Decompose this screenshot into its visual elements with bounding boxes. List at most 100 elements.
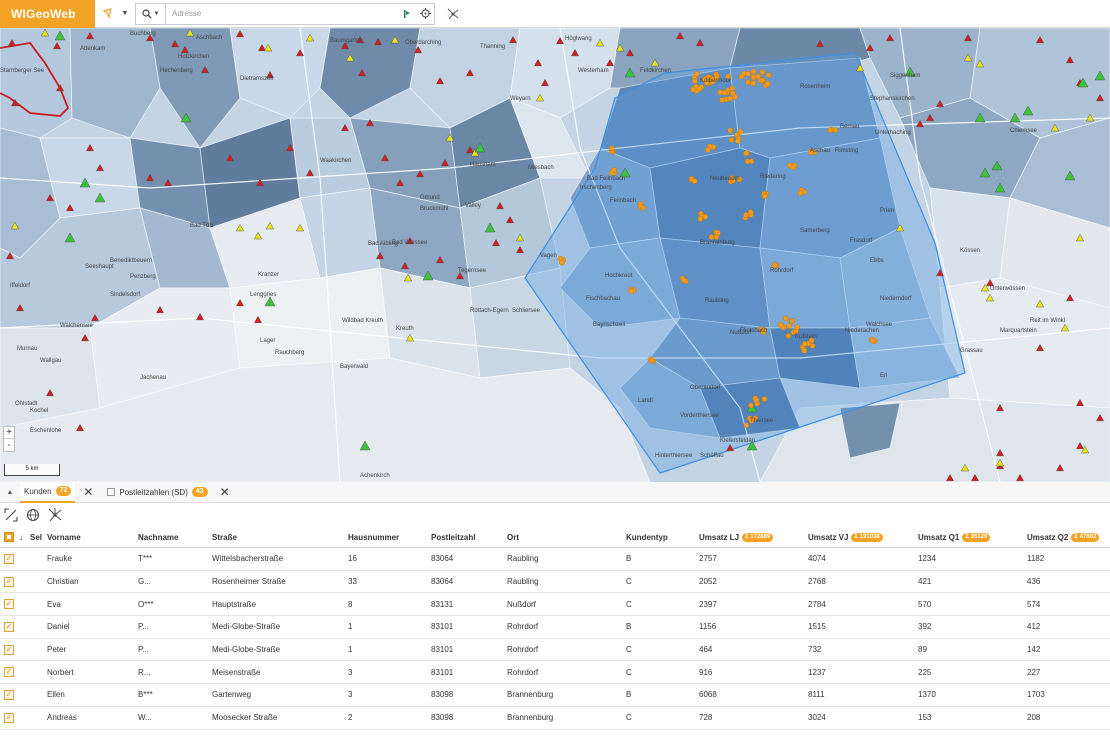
customer-marker — [747, 209, 754, 215]
table-row[interactable]: ✓ Ellen B*** Gartenweg 3 83098 Brannenburg B 606… — [0, 684, 1110, 707]
column-header[interactable]: Umsatz Q2 Σ 47602 — [1027, 527, 1100, 547]
place-label: Achenkirch — [360, 473, 390, 479]
territory-marker — [46, 388, 54, 397]
column-header-sel[interactable]: Sel — [30, 532, 43, 542]
column-header[interactable]: Straße — [212, 527, 237, 547]
column-header[interactable]: Kundentyp — [626, 527, 668, 547]
sort-down-icon[interactable]: ↓ — [19, 532, 23, 542]
column-header[interactable]: Ort — [507, 527, 519, 547]
map-view[interactable]: + - 5 km Starnberger See Attenkam Buchberg… — [0, 28, 1110, 482]
zoom-in-button[interactable]: + — [4, 427, 14, 439]
place-label: Rauchberg — [275, 350, 305, 356]
customer-marker — [743, 150, 749, 157]
route-marker-button[interactable] — [398, 4, 416, 24]
customer-marker — [728, 137, 735, 143]
globe-button[interactable] — [24, 506, 42, 524]
expand-selection-button[interactable] — [2, 506, 20, 524]
row-checkbox[interactable]: ✓ — [4, 548, 14, 570]
column-header[interactable]: Umsatz VJ Σ 191038 — [808, 527, 883, 547]
column-header[interactable]: Umsatz LJ Σ 172889 — [699, 527, 774, 547]
territory-marker — [374, 37, 382, 46]
place-label: Tegernsee — [458, 268, 487, 274]
customer-marker — [761, 396, 768, 402]
territory-marker — [8, 38, 16, 47]
customer-marker — [717, 89, 723, 96]
column-header[interactable]: Nachname — [138, 527, 178, 547]
place-label: Schöffau — [700, 453, 724, 459]
network-tool-button[interactable] — [443, 3, 463, 25]
table-row[interactable]: ✓ Daniel P... Medi-Globe-Straße 1 83101 Rohrdo… — [0, 616, 1110, 639]
table-cell: 412 — [1027, 622, 1041, 632]
territory-marker — [1056, 463, 1064, 472]
row-checkbox[interactable]: ✓ — [4, 571, 14, 593]
column-header[interactable]: Umsatz Q1 Σ 35129 — [918, 527, 991, 547]
territory-marker — [341, 123, 349, 132]
table-cell: 153 — [918, 713, 932, 723]
row-checkbox[interactable]: ✓ — [4, 593, 14, 615]
column-header[interactable]: Hausnummer — [348, 527, 399, 547]
table-row[interactable]: ✓ Frauke T*** Wittelsbacherstraße 16 83064 Rau… — [0, 548, 1110, 571]
row-checkbox[interactable]: ✓ — [4, 639, 14, 661]
close-icon[interactable]: ✕ — [219, 485, 230, 499]
tab-postleitzahlen[interactable]: Postleitzahlen (SD) 43 — [103, 482, 211, 503]
select-all-checkbox[interactable] — [4, 527, 14, 547]
column-header-label: Vorname — [47, 532, 81, 542]
place-label: Lenggries — [250, 292, 277, 298]
row-checkbox[interactable]: ✓ — [4, 707, 14, 729]
table-cell: 728 — [699, 713, 713, 723]
chevron-down-icon[interactable]: ▼ — [121, 10, 129, 17]
address-input[interactable] — [166, 3, 398, 24]
place-label: Reit im Winkl — [1030, 318, 1066, 324]
column-header[interactable]: Postleitzahl — [431, 527, 475, 547]
column-header-label: Ort — [507, 532, 519, 542]
customer-marker — [782, 315, 789, 322]
check-icon: ✓ — [4, 553, 14, 564]
customer-marker — [809, 343, 816, 349]
customer-marker — [827, 127, 834, 133]
place-label: Walchsee — [866, 322, 893, 328]
table-row[interactable]: ✓ Christian G... Rosenheimer Straße 33 83064 R… — [0, 571, 1110, 594]
territory-marker — [816, 39, 824, 48]
collapse-panel-button[interactable]: ▲ — [6, 488, 14, 496]
customer-marker — [559, 259, 565, 266]
territory-marker — [1076, 398, 1084, 407]
tab-checkbox[interactable] — [107, 488, 116, 496]
table-row[interactable]: ✓ Andreas W... Moosecker Straße 2 83098 Branne… — [0, 707, 1110, 730]
territory-marker — [991, 160, 1003, 171]
table-row[interactable]: ✓ Eva O*** Hauptstraße 8 83131 Nußdorf C 2397 278… — [0, 593, 1110, 617]
place-label: Kolbermoor — [700, 78, 732, 84]
place-label: Kreuth — [396, 326, 414, 332]
map-canvas[interactable] — [0, 28, 1110, 482]
location-pin-button[interactable] — [95, 0, 121, 28]
search-mode-button[interactable]: ▼ — [136, 3, 166, 24]
territory-marker — [975, 59, 985, 68]
row-checkbox[interactable]: ✓ — [4, 616, 14, 638]
territory-marker — [180, 112, 192, 123]
territory-marker — [79, 177, 91, 188]
tab-kunden[interactable]: Kunden 72 — [20, 481, 76, 503]
customer-marker — [802, 341, 808, 347]
tab-count-badge: 43 — [191, 487, 208, 497]
table-row[interactable]: ✓ Norbert R... Meisenstraße 3 83101 Rohrdorf C 9… — [0, 661, 1110, 685]
row-checkbox[interactable]: ✓ — [4, 684, 14, 706]
territory-marker — [1094, 70, 1106, 81]
close-icon[interactable]: ✕ — [83, 485, 94, 499]
territory-marker — [516, 245, 524, 254]
territory-marker — [66, 203, 74, 212]
table-cell: 33 — [348, 577, 357, 587]
column-header[interactable]: Vorname — [47, 527, 81, 547]
territory-marker — [171, 39, 179, 48]
row-checkbox[interactable]: ✓ — [4, 661, 14, 683]
scale-bar: 5 km — [4, 464, 60, 476]
zoom-out-button[interactable]: - — [7, 439, 11, 451]
territory-marker — [886, 33, 894, 42]
place-label: Fischbachau — [586, 296, 621, 302]
network-analysis-button[interactable] — [46, 506, 64, 524]
locate-button[interactable] — [416, 4, 434, 24]
customer-marker — [628, 288, 634, 294]
table-row[interactable]: ✓ Peter P... Medi-Globe-Straße 1 83101 Rohrdor… — [0, 639, 1110, 662]
crosshair-icon — [419, 8, 431, 19]
place-label: Vagen — [540, 253, 557, 259]
table-cell: C — [626, 577, 632, 587]
table-cell: 227 — [1027, 667, 1041, 677]
